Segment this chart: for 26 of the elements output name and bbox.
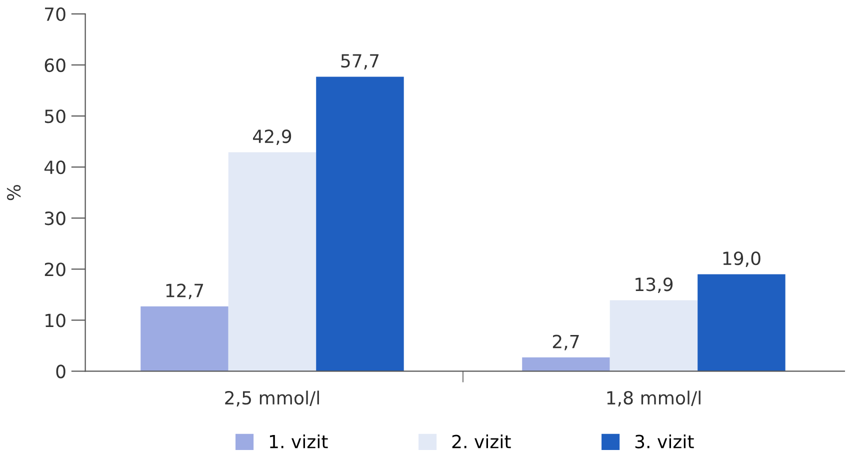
y-tick-label: 20	[44, 262, 66, 276]
data-label: 42,9	[253, 130, 292, 146]
data-label: 57,7	[341, 54, 379, 70]
bar	[140, 306, 228, 372]
y-axis-title: %	[6, 184, 21, 200]
bar	[316, 76, 404, 372]
data-label: 19,0	[723, 252, 760, 268]
y-tick-label: 0	[56, 364, 66, 378]
x-tick-label: 1,8 mmol/l	[607, 390, 700, 406]
bar	[610, 300, 698, 372]
y-tick-label: 30	[44, 212, 66, 226]
y-tick-label: 40	[44, 160, 66, 174]
data-label: 2,7	[552, 334, 579, 350]
y-tick-label: 60	[44, 58, 66, 72]
legend-label: 3. vizit	[635, 434, 694, 448]
bar	[522, 357, 610, 372]
x-tick-label: 2,5 mmol/l	[225, 390, 319, 406]
y-tick-label: 10	[46, 314, 66, 328]
data-label: 12,7	[166, 284, 204, 300]
legend-label: 2. vizit	[452, 434, 511, 448]
bar	[698, 274, 786, 372]
y-tick-label: 70	[45, 7, 66, 22]
data-label: 13,9	[636, 278, 673, 294]
bar	[228, 152, 316, 372]
legend-label: 1. vizit	[270, 434, 328, 448]
y-tick-label: 50	[44, 109, 66, 124]
